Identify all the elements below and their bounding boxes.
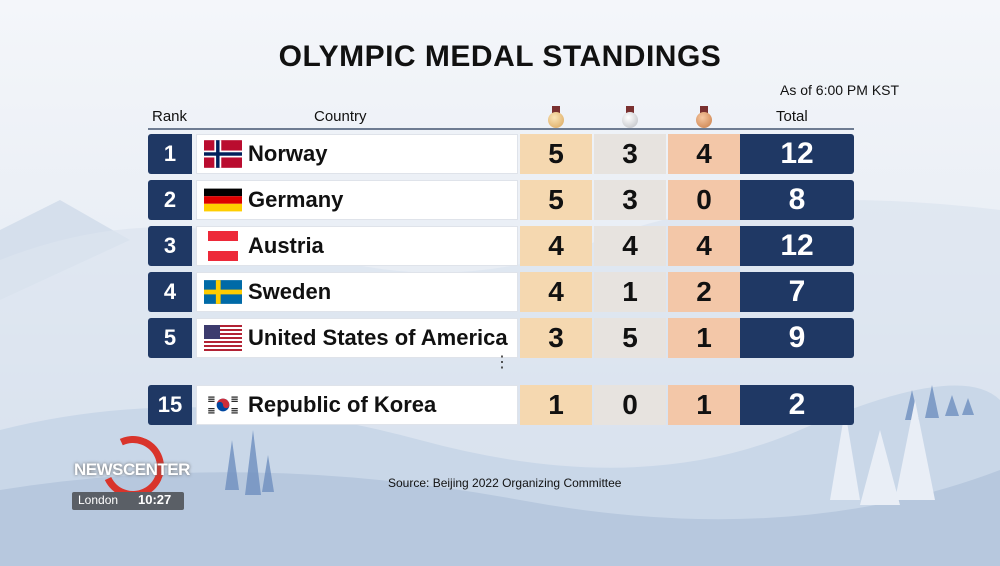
table-row: 1 Norway 5 3 4 12 (148, 134, 854, 174)
bronze-count: 4 (668, 134, 740, 174)
gold-medal-icon (546, 106, 566, 130)
bronze-count: 4 (668, 226, 740, 266)
news-center-logo: NEWSCENTER London 10:27 (70, 427, 190, 520)
gold-count: 4 (520, 272, 592, 312)
country-cell: Sweden (196, 272, 518, 312)
rank-cell: 3 (148, 226, 192, 266)
bronze-count: 0 (668, 180, 740, 220)
norway-flag-icon (204, 139, 242, 169)
country-name: United States of America (248, 325, 508, 350)
rank-cell: 4 (148, 272, 192, 312)
total-count: 7 (740, 272, 854, 312)
germany-flag-icon (204, 185, 242, 215)
country-name: Germany (248, 187, 344, 212)
total-count: 12 (740, 134, 854, 174)
table-row: 5 United States of America 3 5 1 9 (148, 318, 854, 358)
country-cell: Germany (196, 180, 518, 220)
country-cell: United States of America (196, 318, 518, 358)
logo-time-bar (72, 492, 184, 510)
korea-flag-icon (204, 390, 242, 420)
country-name: Austria (248, 233, 324, 258)
country-cell: Republic of Korea (196, 385, 518, 425)
rank-cell: 1 (148, 134, 192, 174)
gold-count: 5 (520, 180, 592, 220)
country-cell: Austria (196, 226, 518, 266)
total-count: 12 (740, 226, 854, 266)
logo-text: NEWSCENTER (74, 460, 190, 480)
table-row: 2 Germany 5 3 0 8 (148, 180, 854, 220)
silver-count: 1 (594, 272, 666, 312)
rank-cell: 15 (148, 385, 192, 425)
country-name: Sweden (248, 279, 332, 304)
logo-time: 10:27 (138, 492, 172, 507)
gold-count: 3 (520, 318, 592, 358)
bronze-count: 1 (668, 385, 740, 425)
rank-cell: 2 (148, 180, 192, 220)
silver-count: 4 (594, 226, 666, 266)
omitted-rows-ellipsis: ⋮ (494, 354, 510, 371)
bronze-medal-icon (694, 106, 714, 130)
silver-count: 0 (594, 385, 666, 425)
gold-count: 1 (520, 385, 592, 425)
sweden-flag-icon (204, 277, 242, 307)
usa-flag-icon (204, 323, 242, 353)
total-header: Total (776, 108, 808, 125)
country-name: Norway (248, 141, 328, 166)
silver-count: 3 (594, 180, 666, 220)
total-count: 2 (740, 385, 854, 425)
logo-city: London (78, 493, 119, 507)
bronze-count: 2 (668, 272, 740, 312)
silver-count: 5 (594, 318, 666, 358)
country-name: Republic of Korea (248, 392, 437, 417)
table-row: 4 Sweden 4 1 2 7 (148, 272, 854, 312)
header-divider (148, 128, 854, 130)
total-count: 8 (740, 180, 854, 220)
gold-count: 4 (520, 226, 592, 266)
bronze-count: 1 (668, 318, 740, 358)
table-row: 3 Austria 4 4 4 12 (148, 226, 854, 266)
silver-medal-icon (620, 106, 640, 130)
silver-count: 3 (594, 134, 666, 174)
source-note: Source: Beijing 2022 Organizing Committe… (388, 476, 622, 490)
gold-count: 5 (520, 134, 592, 174)
rank-cell: 5 (148, 318, 192, 358)
logo-news-text: NEWS (74, 460, 124, 479)
total-count: 9 (740, 318, 854, 358)
austria-flag-icon (204, 231, 242, 261)
country-cell: Norway (196, 134, 518, 174)
page-title: OLYMPIC MEDAL STANDINGS (278, 40, 722, 73)
logo-center-text: CENTER (123, 460, 190, 479)
as-of-timestamp: As of 6:00 PM KST (780, 82, 900, 98)
country-header: Country (314, 108, 367, 125)
rank-header: Rank (152, 108, 188, 125)
table-row: 15 Republic of Korea 1 0 1 2 (148, 385, 854, 425)
